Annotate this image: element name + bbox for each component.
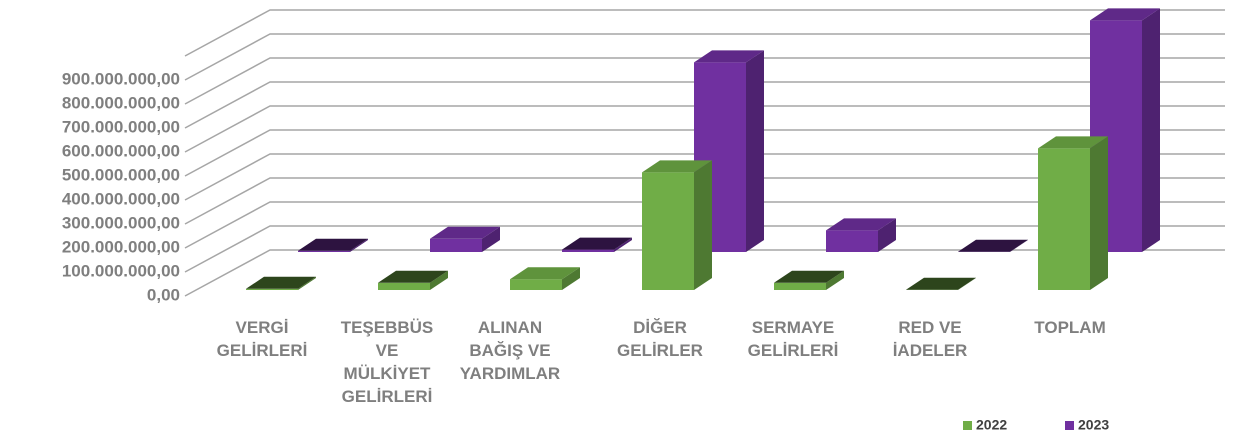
bar-face [1090,8,1160,21]
grid-line [184,9,1225,57]
bar-face [298,276,316,290]
bar-face [1142,8,1160,253]
y-tick-label: 300.000.000,00 [62,213,180,232]
bar [430,226,500,252]
bar-face [378,282,430,290]
grid-line [184,105,1225,153]
bar-face [878,218,896,252]
bar [378,270,448,290]
bar-face [430,270,448,290]
bar-face [958,277,976,290]
y-tick-label: 400.000.000,00 [62,189,180,208]
bar [906,277,976,290]
bar-face [642,172,694,290]
bar-face [298,238,368,251]
x-tick-label: DİĞER GELİRLER [617,318,703,360]
x-tick-label: VERGİ GELİRLERİ [216,318,308,360]
bar [694,50,764,253]
x-tick-label: TOPLAM [1034,318,1106,337]
y-tick-label: 200.000.000,00 [62,237,180,256]
bar-face [430,238,482,252]
bar [246,276,316,290]
legend-label: 2022 [976,417,1007,433]
grid-line [184,153,1225,201]
bar-face [510,267,580,280]
bar-face [562,267,580,290]
y-tick-label: 0,00 [147,285,180,304]
bar-face [1010,239,1028,252]
y-tick-label: 700.000.000,00 [62,117,180,136]
bar-face [826,270,844,290]
grid-line [184,81,1225,129]
bar [774,270,844,290]
bar-face [906,277,976,290]
bar-face [746,50,764,253]
bar-face [562,237,632,250]
legend-label: 2023 [1078,417,1109,433]
bar-face [614,237,632,252]
y-tick-label: 100.000.000,00 [62,261,180,280]
bar-face [430,226,500,239]
legend-swatch [963,421,972,430]
x-tick-label: TEŞEBBÜS VE MÜLKİYET GELİRLERİ [340,318,434,406]
bar-face [1090,136,1108,290]
bar-face [246,276,316,289]
bar [562,237,632,252]
grid-line [184,57,1225,105]
bar [958,239,1028,252]
bar [642,160,712,290]
bar-face [482,226,500,252]
bar-face [1038,148,1090,290]
x-tick-label: SERMAYE GELİRLERİ [747,318,839,360]
bar [510,267,580,290]
y-tick-label: 500.000.000,00 [62,165,180,184]
y-tick-label: 900.000.000,00 [62,69,180,88]
bar-face [378,270,448,283]
bar [826,218,896,252]
grid-line [184,177,1225,225]
bar-face [298,250,350,252]
legend-swatch [1065,421,1074,430]
bar [298,238,368,252]
x-tick-label: ALINAN BAĞIŞ VE YARDIMLAR [459,318,561,383]
bar-face [958,239,1028,252]
grid-line [184,33,1225,81]
bar-face [562,249,614,252]
bar-face [774,282,826,290]
bar-face [350,238,368,252]
bar-face [510,279,562,290]
bar-face [642,160,712,173]
grid-line [184,249,1225,297]
grid-line [184,225,1225,273]
grid-line [184,201,1225,249]
grid-line [184,129,1225,177]
bar-face [826,218,896,231]
bar-face [774,270,844,283]
bar [1038,136,1108,290]
bar-face [246,288,298,290]
bar-face [1038,136,1108,149]
bar-face [694,160,712,290]
y-tick-label: 800.000.000,00 [62,93,180,112]
bar-face [694,50,764,63]
y-tick-label: 600.000.000,00 [62,141,180,160]
x-tick-label: RED VE İADELER [892,318,968,360]
bar-face [826,230,878,252]
